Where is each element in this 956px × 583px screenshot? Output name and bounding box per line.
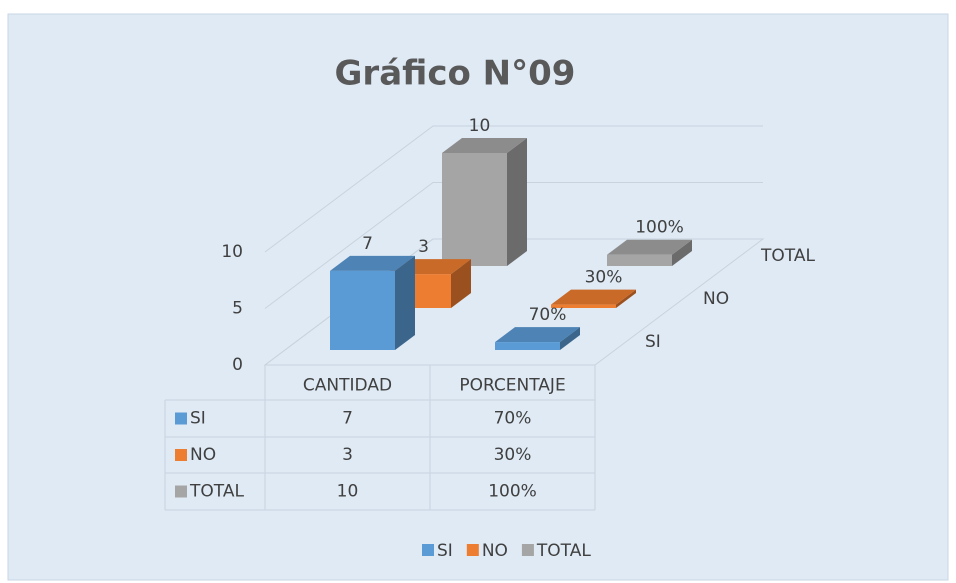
- bar-top-face: [442, 138, 527, 153]
- bar: [495, 327, 580, 350]
- legend-label: TOTAL: [536, 541, 591, 561]
- legend-key: [422, 544, 434, 556]
- table-legend-key: [175, 449, 187, 461]
- data-label: 10: [469, 116, 491, 136]
- data-label: 70%: [529, 305, 567, 325]
- bar-right-shade: [507, 138, 527, 266]
- table-cell: 10: [337, 482, 359, 502]
- bar-right-face: [451, 259, 471, 308]
- chart-background: [7, 13, 949, 581]
- bar-top-face: [551, 289, 636, 305]
- table-header: PORCENTAJE: [459, 376, 565, 396]
- depth-axis-label: TOTAL: [760, 246, 815, 266]
- bar: [551, 289, 636, 308]
- bar-right-shade: [616, 289, 636, 308]
- bar-right-face: [616, 289, 636, 308]
- bar-right-face: [507, 138, 527, 266]
- bar-right-face: [560, 327, 580, 350]
- grid-line: [264, 125, 763, 253]
- bar-top-shade: [442, 138, 527, 153]
- table-cell: 3: [342, 445, 353, 465]
- legend-label: NO: [482, 541, 508, 561]
- bar-top-shade: [607, 239, 692, 255]
- table-cell: 7: [342, 409, 353, 429]
- legend-label: SI: [437, 541, 453, 561]
- data-label: 100%: [635, 218, 684, 238]
- bar-front-face: [330, 270, 395, 350]
- table-header: CANTIDAD: [303, 376, 392, 396]
- legend-key: [521, 544, 534, 556]
- bar: [330, 255, 415, 350]
- bar-right-shade: [451, 259, 471, 308]
- bar-front-face: [442, 153, 507, 266]
- table-row-label: TOTAL: [189, 482, 244, 502]
- table-legend-key: [175, 412, 187, 425]
- bar-right-shade: [395, 255, 415, 350]
- bar-right-shade: [672, 239, 692, 266]
- table-cell: 70%: [494, 409, 532, 429]
- grid-line: [264, 182, 763, 309]
- data-label: 30%: [585, 268, 623, 288]
- bar-front-face: [495, 342, 560, 350]
- table-row-label: NO: [190, 445, 216, 465]
- depth-axis-label: NO: [703, 289, 729, 309]
- bar-front-face: [551, 304, 616, 308]
- table-legend-key: [175, 485, 187, 498]
- bar-top-shade: [330, 255, 415, 271]
- bar-top-face: [330, 255, 415, 271]
- data-label: 7: [362, 234, 373, 254]
- bar: [607, 239, 692, 266]
- bar-top-shade: [551, 289, 636, 305]
- bar: [442, 138, 527, 266]
- chart-title: Gráfico N°09: [335, 54, 576, 94]
- depth-axis-label: SI: [645, 332, 661, 352]
- table-cell: 30%: [494, 445, 532, 465]
- table-row-label: SI: [190, 409, 206, 429]
- bar-right-face: [672, 239, 692, 266]
- y-tick-label: 10: [221, 242, 243, 262]
- bar-top-face: [607, 239, 692, 255]
- y-tick-label: 0: [232, 355, 243, 375]
- bar-right-shade: [560, 327, 580, 350]
- bar-top-face: [495, 327, 580, 343]
- bar-top-shade: [495, 327, 580, 343]
- data-label: 3: [418, 237, 429, 257]
- grid-line: [264, 238, 763, 366]
- bar-front-face: [607, 254, 672, 266]
- bar-right-face: [395, 255, 415, 350]
- legend-key: [466, 544, 479, 556]
- table-cell: 100%: [488, 482, 537, 502]
- y-tick-label: 5: [232, 299, 243, 319]
